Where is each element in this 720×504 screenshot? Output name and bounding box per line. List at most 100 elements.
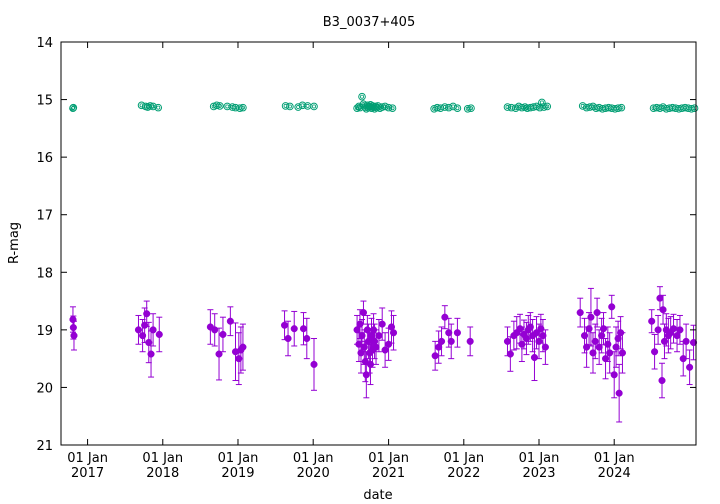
data-point-filled [441,313,449,321]
data-point-filled [503,337,512,345]
data-point-open [228,103,237,111]
data-point-open [381,102,389,111]
data-point-filled [526,323,534,331]
data-point-open-inner [283,103,288,108]
chart-title: B3_0037+405 [323,15,415,30]
data-point-open [441,103,449,111]
data-point-filled [378,320,386,328]
data-point-filled [445,329,453,337]
data-point-open-inner [305,103,310,108]
data-point-filled [589,349,597,357]
data-point-open [69,103,78,112]
data-point-filled [363,326,371,334]
data-point-filled [147,350,155,358]
x-tick-label-year: 2024 [598,466,631,481]
data-point-open-inner [509,105,514,110]
data-point-open [433,103,442,112]
data-point-open-inner [469,106,474,111]
x-tick-label-day: 01 Jan [142,451,183,466]
x-axis-title: date [363,488,392,503]
y-axis-title: R-mag [7,222,22,264]
data-point-filled [372,343,380,351]
data-point-filled [389,329,398,337]
data-point-open-inner [287,104,292,109]
data-point-open [212,101,221,110]
data-point-filled [656,294,664,302]
data-point-open-inner [455,106,460,111]
data-point-filled [134,326,143,334]
data-point-open [353,104,361,113]
data-point-filled [211,326,219,334]
y-tick-label: 18 [36,266,53,281]
data-point-open [467,104,475,113]
data-point-open [388,104,397,113]
series-0 [69,92,699,113]
data-point-filled [593,309,601,317]
y-tick-label: 19 [36,324,53,339]
x-tick-label-year: 2021 [372,466,405,481]
x-tick-label-year: 2018 [146,466,179,481]
data-point-filled [599,325,608,333]
data-point-open [449,102,457,111]
data-point-filled [606,349,614,357]
data-point-filled [576,309,584,317]
data-point-filled [69,324,77,332]
x-tick-label-day: 01 Jan [443,451,484,466]
data-point-open [236,104,244,113]
data-point-open [543,102,552,111]
data-point-open [532,102,541,111]
data-point-open [687,104,696,113]
data-point-filled [145,338,153,347]
data-point-open [536,103,544,112]
x-tick-label-day: 01 Jan [594,451,635,466]
data-point-open-inner [233,105,238,110]
data-point-filled [608,303,616,311]
data-point-filled [375,332,383,340]
data-point-filled [215,350,223,358]
data-point-filled [595,343,603,351]
data-point-filled [654,326,662,334]
data-point-filled [381,346,389,354]
data-point-open-inner [537,105,542,110]
data-point-filled [615,389,623,397]
data-point-open [149,102,157,111]
x-tick-label-year: 2020 [297,466,330,481]
series-1 [69,286,698,423]
data-point-filled [280,321,289,329]
data-point-filled [541,343,549,351]
data-point-open-inner [217,103,222,108]
data-point-filled [437,337,446,345]
data-point-open [281,102,290,110]
data-point-open-inner [386,105,391,110]
data-point-filled [303,334,311,343]
data-point-filled [648,317,656,325]
data-point-open-inner [505,105,510,110]
data-point-filled [686,363,694,371]
data-point-open-inner [390,106,395,111]
data-point-filled [357,349,365,357]
data-point-filled [651,348,659,356]
data-point-open-inner [240,105,245,110]
data-point-open [286,102,294,111]
data-point-open [538,98,546,107]
data-point-filled [362,371,370,379]
data-point-open [137,101,146,110]
data-point-filled [155,330,163,339]
data-point-filled [618,349,626,357]
x-tick-label-year: 2023 [522,466,555,481]
data-point-filled [453,329,461,337]
plot-frame [60,41,697,446]
data-point-filled [658,376,666,385]
data-point-filled [682,337,690,345]
data-point-open [614,104,622,113]
data-point-open [231,103,240,112]
data-point-open [358,92,366,101]
data-point-filled [610,371,618,379]
data-point-filled [149,326,157,334]
x-tick-label-day: 01 Jan [218,451,259,466]
data-point-open [384,103,393,112]
data-point-filled [219,330,227,339]
x-tick-label-year: 2022 [447,466,480,481]
data-point-open [463,104,472,113]
